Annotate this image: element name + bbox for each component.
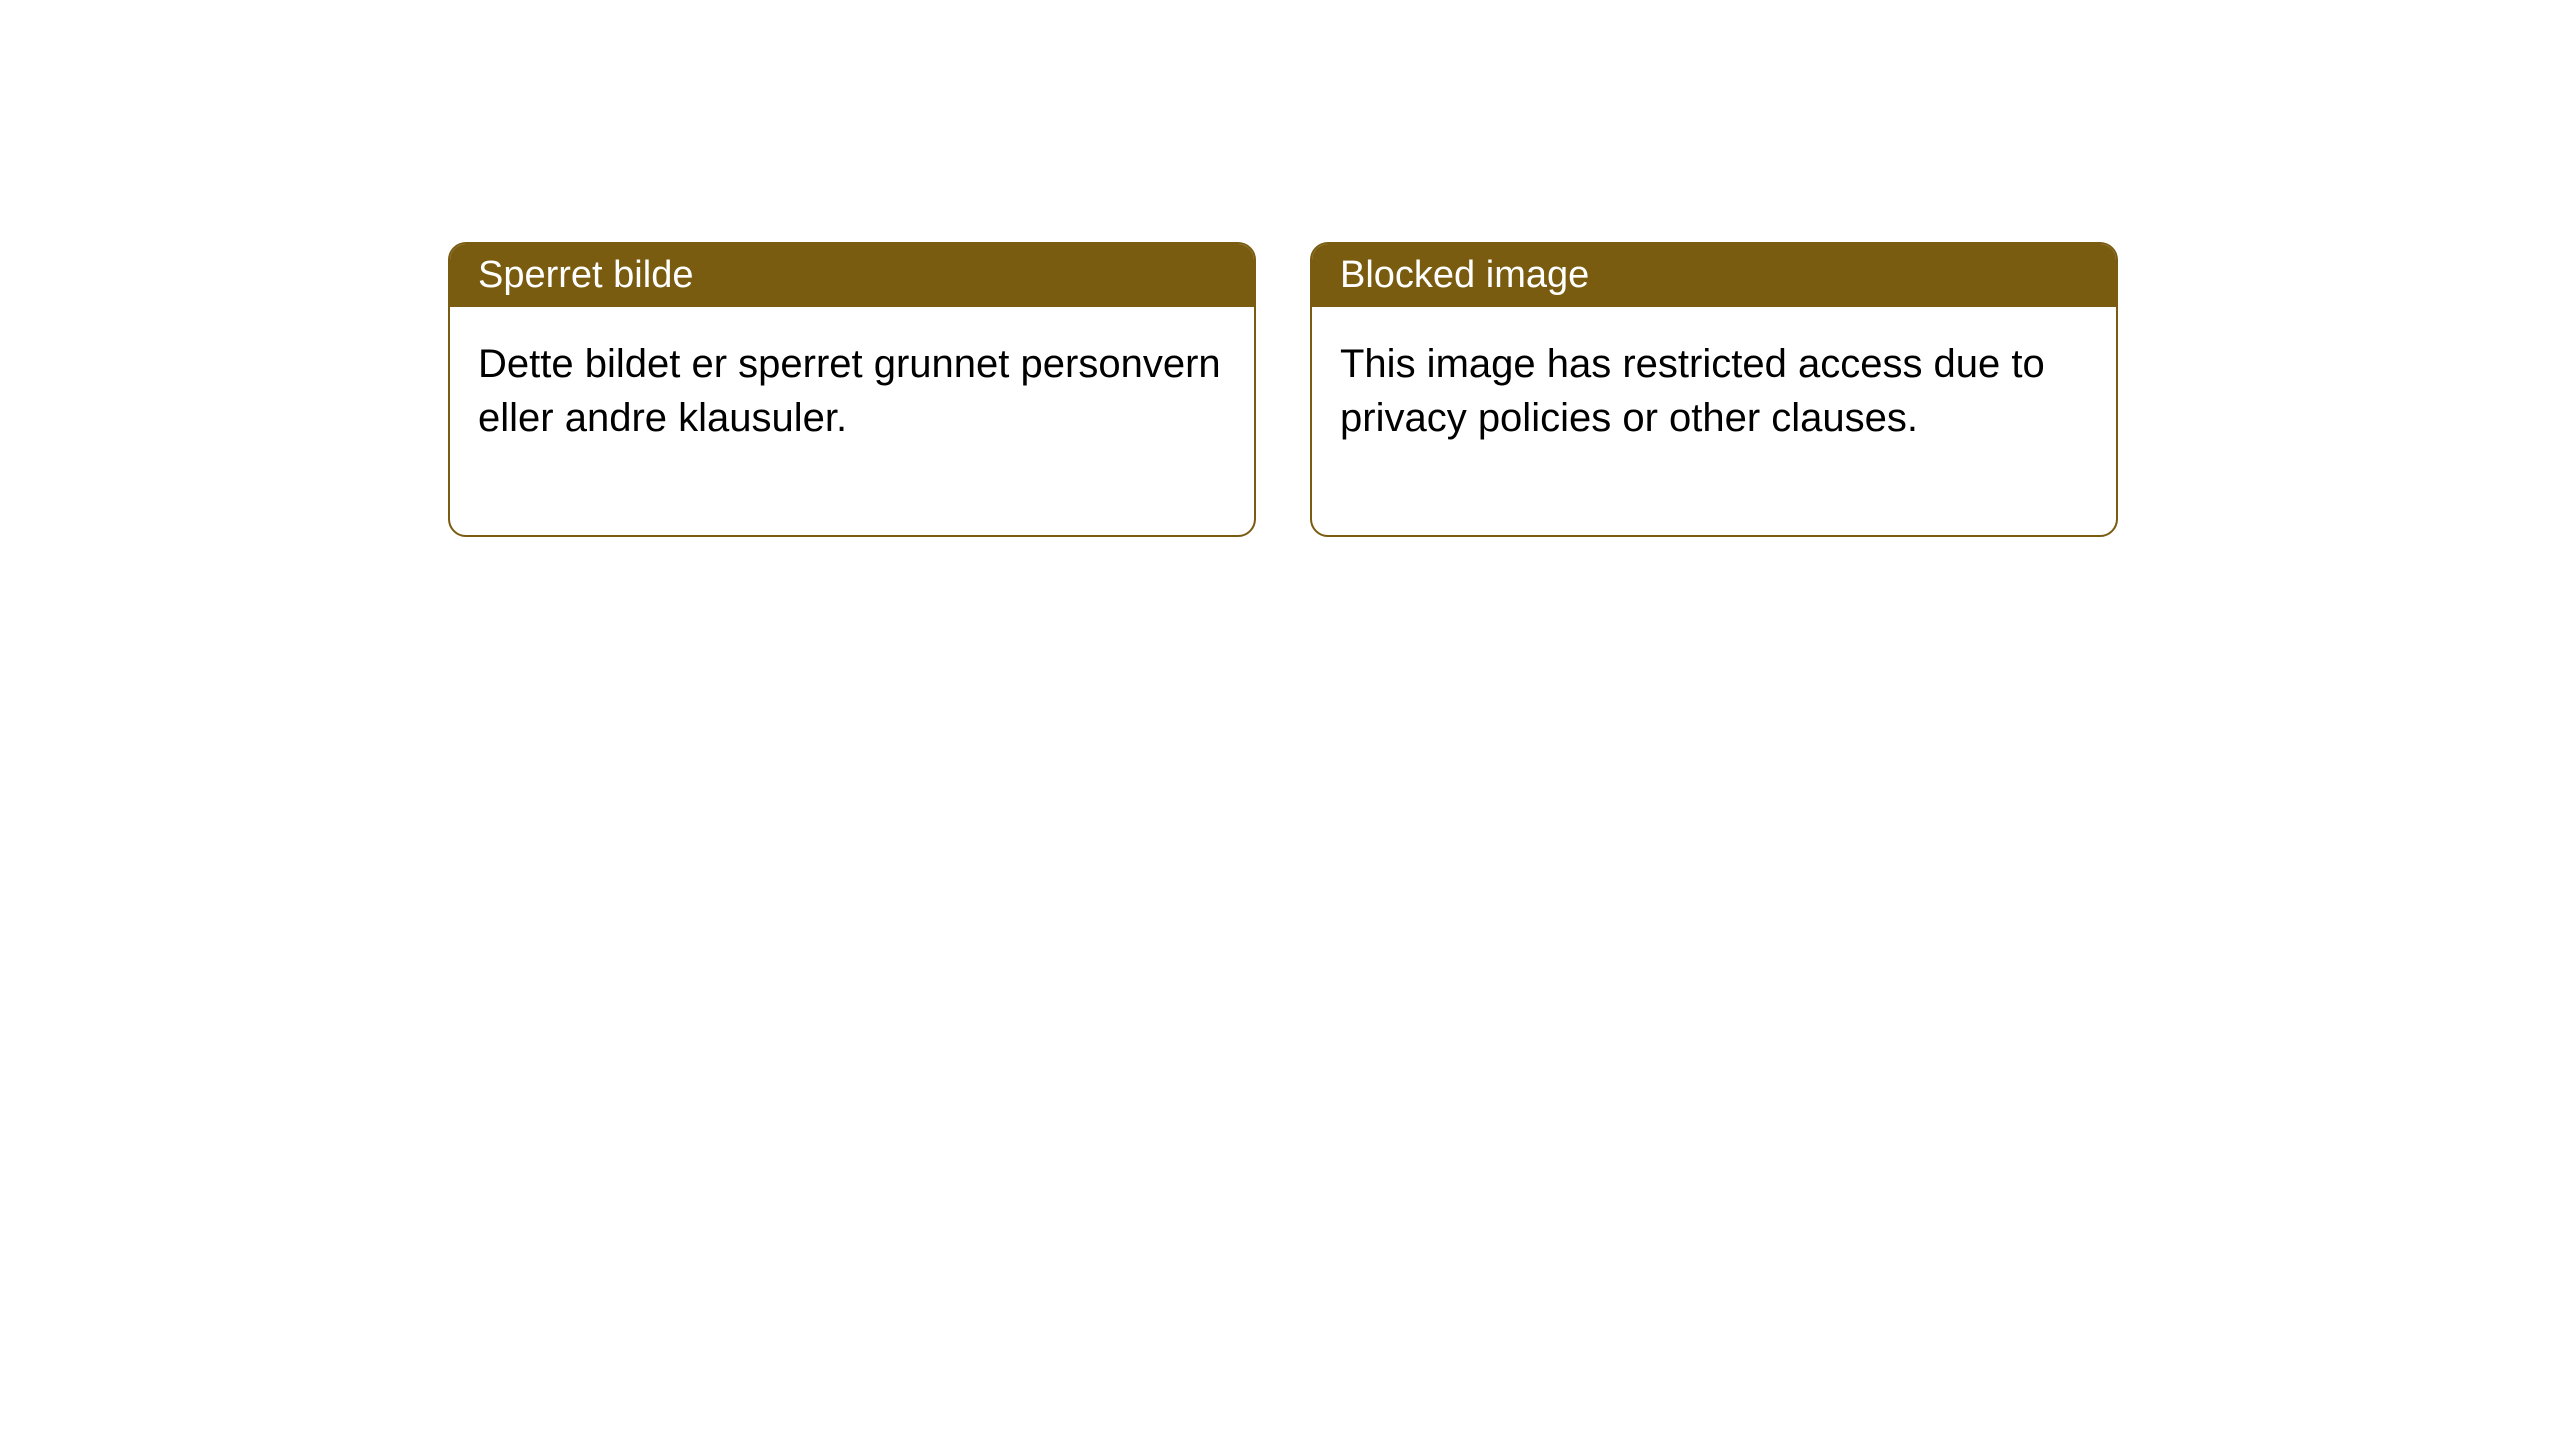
notice-body: This image has restricted access due to …: [1312, 307, 2116, 535]
notice-header: Sperret bilde: [450, 244, 1254, 307]
notice-card-norwegian: Sperret bilde Dette bildet er sperret gr…: [448, 242, 1256, 537]
notice-card-english: Blocked image This image has restricted …: [1310, 242, 2118, 537]
notice-cards-container: Sperret bilde Dette bildet er sperret gr…: [448, 242, 2118, 537]
notice-header: Blocked image: [1312, 244, 2116, 307]
notice-body: Dette bildet er sperret grunnet personve…: [450, 307, 1254, 535]
